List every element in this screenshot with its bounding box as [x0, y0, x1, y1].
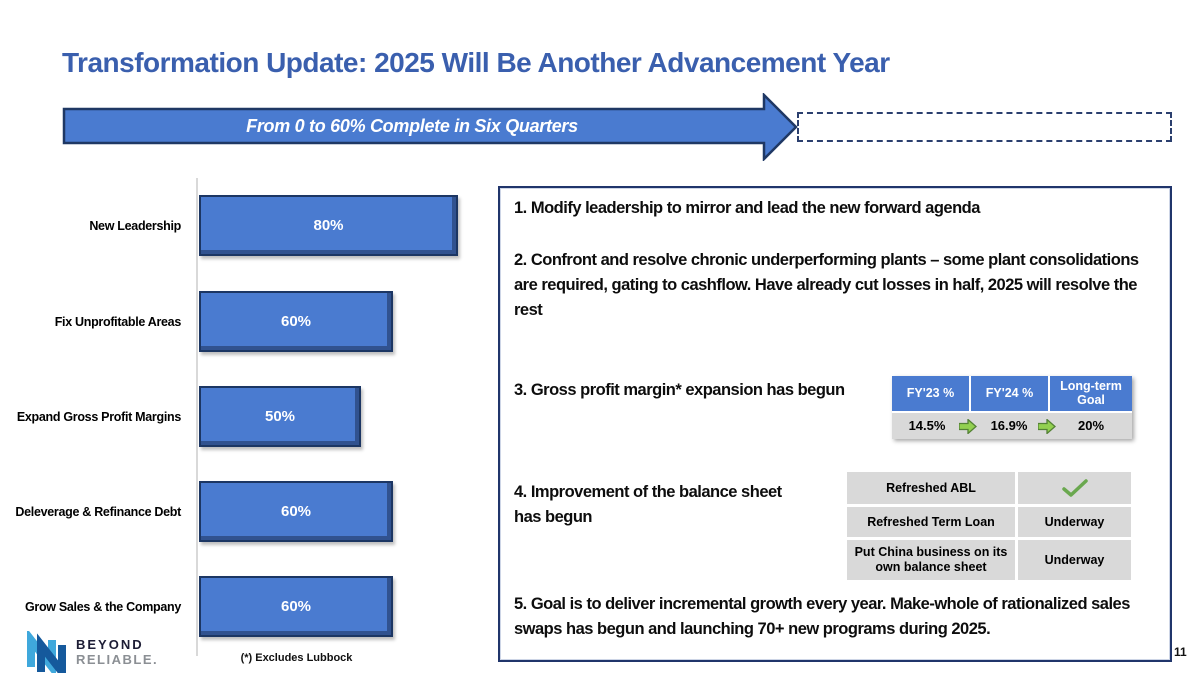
- panel-item-3: 3. Gross profit margin* expansion has be…: [514, 381, 845, 399]
- gross-margin-table: FY'23 % FY'24 % Long-term Goal 14.5% 16.…: [892, 376, 1132, 439]
- chart-category-label: Fix Unprofitable Areas: [54, 314, 182, 329]
- chart-bar: 60%: [199, 291, 393, 352]
- table-header-cell: FY'23 %: [892, 376, 969, 411]
- gross-margin-table-value-row: 14.5% 16.9% 20%: [892, 413, 1132, 439]
- table-header-cell: Long-term Goal: [1050, 376, 1132, 411]
- chart-bar: 80%: [199, 195, 458, 256]
- chart-bar: 60%: [199, 576, 393, 637]
- panel-item-5: 5. Goal is to deliver incremental growth…: [514, 595, 1130, 638]
- table-status-cell: [1018, 472, 1131, 504]
- chart-category-label: Deleverage & Refinance Debt: [15, 504, 181, 519]
- panel-item-2: 2. Confront and resolve chronic underper…: [514, 251, 1139, 319]
- page-number: 11: [1174, 645, 1187, 659]
- logo-wordmark: BEYOND RELIABLE.: [76, 637, 158, 667]
- progress-banner-label: From 0 to 60% Complete in Six Quarters: [246, 115, 578, 136]
- chart-bar-value: 50%: [264, 408, 296, 425]
- chart-bar-value: 60%: [280, 598, 312, 615]
- chart-bar-value: 60%: [280, 503, 312, 520]
- progress-arrow-shape: [62, 93, 798, 161]
- status-panel: 1. Modify leadership to mirror and lead …: [498, 186, 1172, 662]
- chart-bar-value: 80%: [313, 217, 344, 234]
- table-value-cell: 20%: [1077, 418, 1105, 433]
- chart-bar-value: 60%: [280, 313, 312, 330]
- chart-bar: 60%: [199, 481, 393, 542]
- panel-item-4: 4. Improvement of the balance sheet has …: [514, 483, 782, 526]
- chart-bar: 50%: [199, 386, 361, 447]
- page-title: Transformation Update: 2025 Will Be Anot…: [62, 47, 890, 78]
- chart-axis-line: [196, 178, 198, 656]
- green-arrow-icon: [1038, 419, 1056, 434]
- table-label-cell: Refreshed ABL: [847, 472, 1015, 504]
- chart-footnote: (*) Excludes Lubbock: [240, 652, 353, 664]
- green-arrow-icon: [959, 419, 977, 434]
- table-status-cell: Underway: [1018, 507, 1131, 537]
- check-icon: [1061, 478, 1088, 497]
- table-status-cell: Underway: [1018, 540, 1131, 580]
- logo-n-icon: [27, 631, 66, 673]
- logo-line2: RELIABLE.: [76, 652, 159, 667]
- panel-item-1: 1. Modify leadership to mirror and lead …: [514, 199, 980, 217]
- table-value-cell: 16.9%: [990, 418, 1028, 433]
- chart-category-label: New Leadership: [89, 218, 181, 233]
- chart-category-label: Grow Sales & the Company: [24, 599, 181, 614]
- table-label-cell: Refreshed Term Loan: [847, 507, 1015, 537]
- gross-margin-table-header-row: FY'23 % FY'24 % Long-term Goal: [892, 376, 1132, 411]
- chart-category-label: Expand Gross Profit Margins: [16, 409, 181, 424]
- remaining-progress-placeholder: [797, 112, 1172, 142]
- table-value-cell: 14.5%: [908, 418, 946, 433]
- table-label-cell: Put China business on its own balance sh…: [847, 540, 1015, 580]
- logo-line1: BEYOND: [76, 637, 144, 652]
- company-logo: BEYOND RELIABLE.: [24, 631, 158, 673]
- table-header-cell: FY'24 %: [971, 376, 1048, 411]
